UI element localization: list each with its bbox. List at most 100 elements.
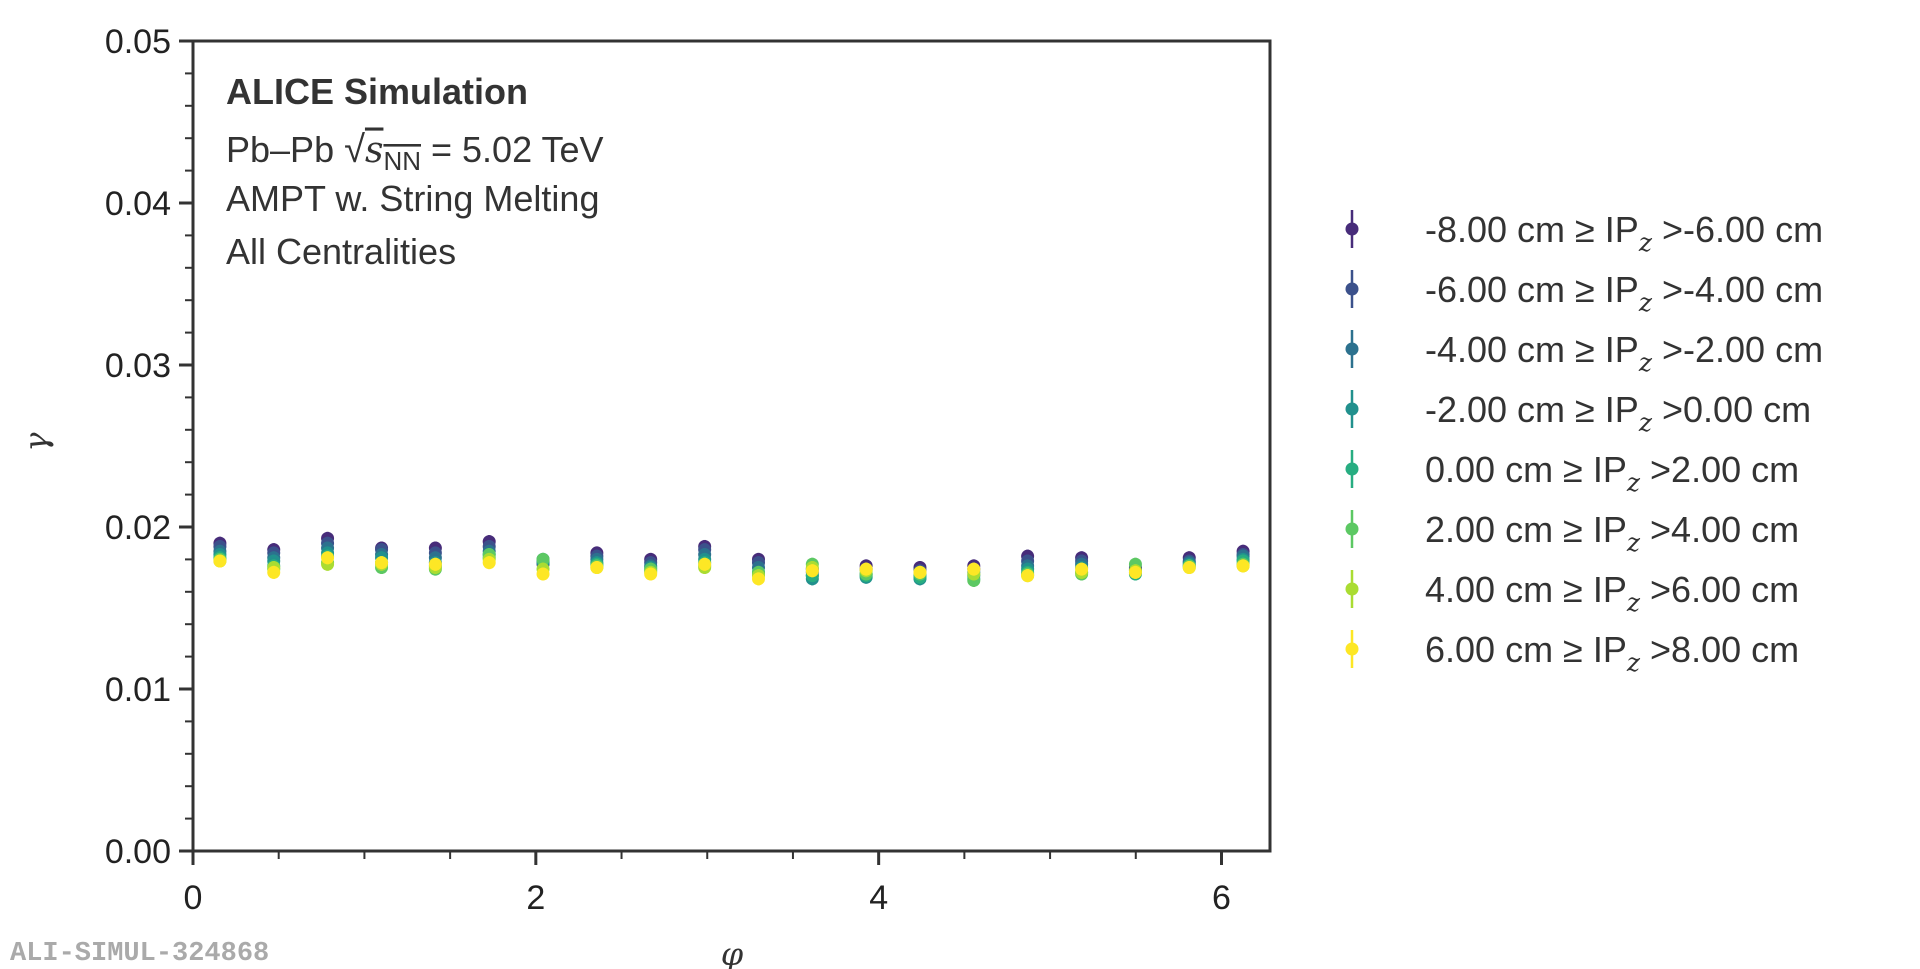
legend-bound: >8.00 cm [1640, 629, 1799, 670]
data-point [267, 565, 281, 579]
series-1 [213, 536, 1250, 579]
legend-bound: >-4.00 cm [1652, 269, 1823, 310]
data-point [859, 562, 873, 576]
data-point [967, 562, 981, 576]
legend-subscript: z [1638, 408, 1653, 437]
data-point [428, 557, 442, 571]
legend-subscript: z [1638, 348, 1653, 377]
legend-bound: >-2.00 cm [1652, 329, 1823, 370]
legend-bound: >6.00 cm [1640, 569, 1799, 610]
annotation-block: ALICE Simulation Pb–Pb √sNN = 5.02 TeV A… [226, 71, 603, 272]
series-2 [213, 541, 1250, 583]
legend-entry: -2.00 cm ≥ IPz >0.00 cm [1345, 389, 1811, 437]
data-point [590, 561, 604, 574]
plot-frame [191, 39, 1272, 853]
data-point [1021, 569, 1035, 583]
series-0 [213, 531, 1250, 576]
system-prefix: Pb–Pb [226, 129, 344, 170]
legend-entry: 2.00 cm ≥ IPz >4.00 cm [1345, 509, 1799, 557]
x-axis-label: φ [721, 935, 744, 969]
y-tick-label: 0.05 [105, 23, 171, 61]
legend-point-marker [1345, 582, 1359, 596]
s-subscript: NN [383, 146, 421, 176]
legend-label: 2.00 cm ≥ IPz >4.00 cm [1425, 509, 1799, 557]
legend-label: -6.00 cm ≥ IPz >-4.00 cm [1425, 269, 1823, 317]
data-point [805, 564, 819, 578]
data-point [1236, 559, 1250, 573]
y-axis-label: γ [17, 432, 55, 452]
legend-bound: >2.00 cm [1640, 449, 1799, 490]
legend-entry: -4.00 cm ≥ IPz >-2.00 cm [1345, 329, 1823, 377]
legend-range: 6.00 cm ≥ IP [1425, 629, 1627, 670]
data-point [213, 554, 227, 568]
legend-point-marker [1345, 342, 1359, 356]
legend-range: -6.00 cm ≥ IP [1425, 269, 1639, 310]
legend-bound: >0.00 cm [1652, 389, 1811, 430]
x-tick-label: 2 [526, 879, 545, 917]
y-tick-label: 0.00 [105, 833, 171, 871]
data-point [536, 567, 550, 581]
legend-subscript: z [1626, 468, 1641, 497]
data-point [1182, 561, 1196, 574]
data-point [698, 557, 712, 571]
plot-area: 0.00 0.01 0.02 0.03 0.04 0.05 0 2 4 6 [105, 23, 1272, 917]
legend-label: -4.00 cm ≥ IPz >-2.00 cm [1425, 329, 1823, 377]
data-point [1128, 565, 1142, 579]
legend-range: 2.00 cm ≥ IP [1425, 509, 1627, 550]
y-tick-label: 0.01 [105, 671, 171, 709]
legend: -8.00 cm ≥ IPz >-6.00 cm-6.00 cm ≥ IPz >… [1345, 209, 1823, 677]
legend-label: 6.00 cm ≥ IPz >8.00 cm [1425, 629, 1799, 677]
legend-bound: >-6.00 cm [1652, 209, 1823, 250]
x-tick-label: 4 [869, 879, 888, 917]
x-tick-label: 6 [1212, 879, 1231, 917]
data-point [375, 556, 389, 570]
legend-point-marker [1345, 642, 1359, 656]
legend-entry: 0.00 cm ≥ IPz >2.00 cm [1345, 449, 1799, 497]
annotation-model: AMPT w. String Melting [226, 178, 599, 219]
legend-range: 0.00 cm ≥ IP [1425, 449, 1627, 490]
watermark-id: ALI-SIMUL-324868 [10, 939, 269, 969]
series-3 [213, 546, 1250, 586]
annotation-title: ALICE Simulation [226, 71, 528, 112]
data-point [482, 556, 496, 570]
y-tick-label: 0.03 [105, 347, 171, 385]
x-tick-label: 0 [184, 879, 203, 917]
series-4 [213, 549, 1250, 586]
y-tick-label: 0.04 [105, 185, 171, 223]
legend-range: -8.00 cm ≥ IP [1425, 209, 1639, 250]
s-variable: s [365, 130, 383, 171]
legend-label: 4.00 cm ≥ IPz >6.00 cm [1425, 569, 1799, 617]
legend-range: -4.00 cm ≥ IP [1425, 329, 1639, 370]
data-point [1075, 562, 1089, 576]
legend-entry: -8.00 cm ≥ IPz >-6.00 cm [1345, 209, 1823, 257]
legend-label: -2.00 cm ≥ IPz >0.00 cm [1425, 389, 1811, 437]
series-6 [213, 552, 1250, 583]
annotation-system: Pb–Pb √sNN = 5.02 TeV [226, 129, 603, 176]
data-point [751, 572, 765, 586]
legend-point-marker [1345, 402, 1359, 416]
legend-point-marker [1345, 282, 1359, 296]
legend-range: -2.00 cm ≥ IP [1425, 389, 1639, 430]
legend-bound: >4.00 cm [1640, 509, 1799, 550]
legend-subscript: z [1638, 228, 1653, 257]
legend-range: 4.00 cm ≥ IP [1425, 569, 1627, 610]
annotation-centrality: All Centralities [226, 231, 456, 272]
legend-subscript: z [1626, 648, 1641, 677]
system-energy: = 5.02 TeV [421, 129, 603, 170]
legend-entry: 4.00 cm ≥ IPz >6.00 cm [1345, 569, 1799, 617]
series-5 [213, 548, 1250, 587]
legend-label: 0.00 cm ≥ IPz >2.00 cm [1425, 449, 1799, 497]
series-7 [213, 551, 1250, 586]
legend-point-marker [1345, 222, 1359, 236]
data-point [644, 567, 658, 581]
legend-point-marker [1345, 522, 1359, 536]
y-tick-label: 0.02 [105, 509, 171, 547]
sqrt-symbol: √ [344, 129, 365, 171]
legend-point-marker [1345, 462, 1359, 476]
legend-label: -8.00 cm ≥ IPz >-6.00 cm [1425, 209, 1823, 257]
legend-entry: 6.00 cm ≥ IPz >8.00 cm [1345, 629, 1799, 677]
data-point [913, 565, 927, 579]
legend-entry: -6.00 cm ≥ IPz >-4.00 cm [1345, 269, 1823, 317]
data-point [321, 551, 335, 565]
